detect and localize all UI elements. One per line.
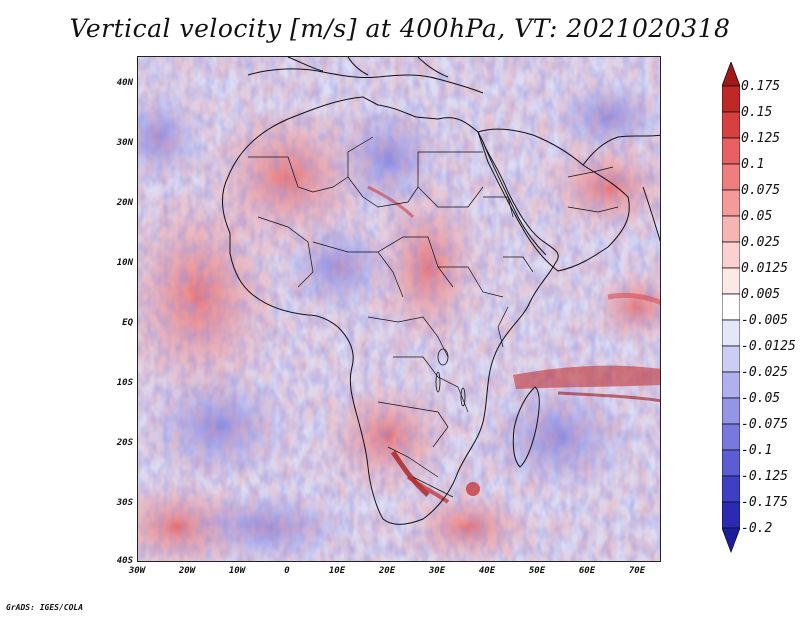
colorbar-label: 0.005	[741, 287, 781, 302]
colorbar-segment	[722, 215, 740, 243]
lon-tick-20w: 20W	[178, 566, 196, 576]
lon-tick-10e: 10E	[328, 566, 346, 576]
colorbar-segment	[722, 397, 740, 425]
coastlines	[221, 57, 660, 525]
lon-tick-50e: 50E	[528, 566, 546, 576]
colorbar-label: 0.1	[741, 157, 765, 172]
strong-features	[367, 185, 660, 504]
lon-tick-20e: 20E	[378, 566, 396, 576]
lat-tick-40s: 40S	[116, 556, 133, 566]
colorbar-label: 0.025	[741, 235, 781, 250]
lon-tick-0: 0	[284, 566, 290, 576]
credit-label: GrADS: IGES/COLA	[6, 603, 84, 612]
lon-tick-30e: 30E	[428, 566, 446, 576]
colorbar-segment	[722, 137, 740, 165]
colorbar-segment	[722, 345, 740, 373]
colorbar-label: 0.125	[741, 131, 781, 146]
lon-tick-10w: 10W	[228, 566, 246, 576]
colorbar-label: 0.0125	[741, 261, 788, 276]
colorbar-segment	[722, 163, 740, 191]
colorbar-segment	[722, 241, 740, 269]
lat-tick-20n: 20N	[116, 198, 133, 208]
lat-tick-40n: 40N	[116, 78, 133, 88]
colorbar-label: -0.075	[741, 417, 788, 432]
colorbar-segment	[722, 371, 740, 399]
colorbar-label: -0.175	[741, 495, 788, 510]
lat-tick-30n: 30N	[116, 138, 133, 148]
colorbar-label: -0.025	[741, 365, 788, 380]
colorbar-label: -0.125	[741, 469, 788, 484]
colorbar-label: -0.2	[741, 521, 773, 536]
colorbar-label: -0.05	[741, 391, 781, 406]
chart-title: Vertical velocity [m/s] at 400hPa, VT: 2…	[69, 14, 731, 43]
lon-tick-40e: 40E	[478, 566, 496, 576]
colorbar-label: 0.075	[741, 183, 781, 198]
colorbar-top-arrow	[722, 62, 740, 87]
colorbar-bottom-arrow	[722, 527, 740, 554]
colorbar-segment	[722, 501, 740, 529]
country-borders	[248, 136, 619, 498]
colorbar-segment	[722, 111, 740, 139]
colorbar-label: 0.175	[741, 79, 781, 94]
colorbar-segment	[722, 475, 740, 503]
colorbar-label: 0.05	[741, 209, 773, 224]
colorbar-segment	[722, 423, 740, 451]
vertical-velocity-map	[138, 57, 660, 561]
colorbar-segment	[722, 319, 740, 347]
colorbar	[722, 62, 740, 554]
colorbar-label: -0.1	[741, 443, 773, 458]
lon-tick-70e: 70E	[628, 566, 646, 576]
colorbar-label: -0.005	[741, 313, 788, 328]
lat-tick-10n: 10N	[116, 258, 133, 268]
lakes	[435, 348, 466, 407]
lon-tick-30w: 30W	[128, 566, 146, 576]
colorbar-segment	[722, 449, 740, 477]
field-texture-negative	[138, 57, 660, 561]
lat-tick-eq: EQ	[122, 318, 133, 328]
colorbar-segment	[722, 267, 740, 295]
colorbar-segment	[722, 189, 740, 217]
colorbar-label: 0.15	[741, 105, 773, 120]
lon-tick-60e: 60E	[578, 566, 596, 576]
lat-tick-20s: 20S	[116, 438, 133, 448]
colorbar-segment	[722, 85, 740, 113]
map-panel	[137, 56, 661, 562]
lat-tick-30s: 30S	[116, 498, 133, 508]
lat-tick-10s: 10S	[116, 378, 133, 388]
colorbar-segment	[722, 293, 740, 321]
colorbar-label: -0.0125	[741, 339, 796, 354]
